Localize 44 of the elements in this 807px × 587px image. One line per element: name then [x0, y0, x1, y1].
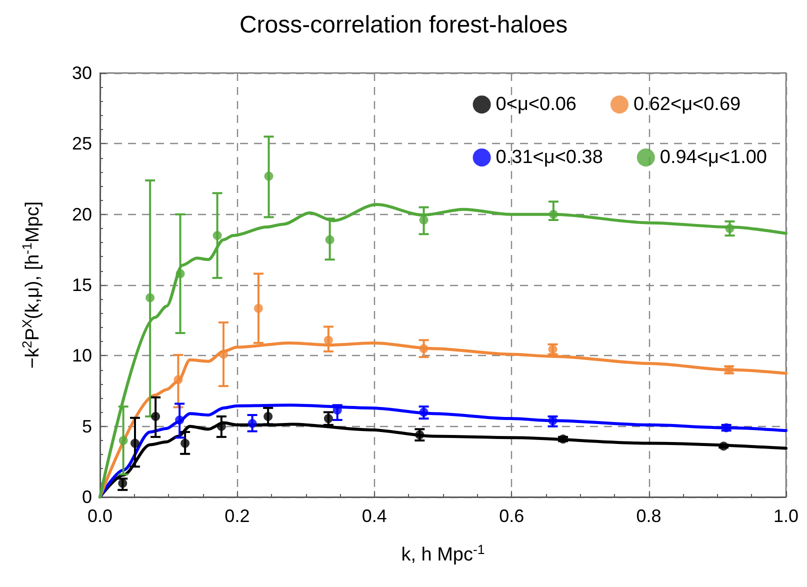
legend-label: 0.94<μ<1.00	[660, 147, 768, 168]
x-tick-label: 0.8	[636, 506, 662, 526]
point	[324, 336, 333, 345]
point	[151, 412, 160, 421]
point	[725, 224, 734, 233]
point	[118, 436, 128, 445]
legend-label: 0<μ<0.06	[496, 94, 576, 115]
point	[419, 344, 428, 354]
point	[248, 419, 257, 428]
y-tick-label: 10	[72, 346, 92, 366]
point	[264, 172, 274, 181]
point	[719, 442, 728, 451]
chart-title: Cross-correlation forest-haloes	[239, 12, 568, 38]
point	[218, 350, 228, 359]
x-tick-label: 0.0	[87, 506, 113, 526]
point	[325, 235, 334, 244]
point	[254, 304, 263, 313]
y-tick-label: 5	[82, 416, 92, 436]
point	[548, 210, 558, 219]
point	[419, 408, 428, 417]
point	[216, 422, 226, 431]
point	[264, 412, 273, 421]
point	[419, 215, 428, 224]
x-tick-label: 0.2	[224, 506, 250, 526]
legend-label: 0.62<μ<0.69	[633, 94, 741, 115]
y-tick-label: 20	[72, 204, 92, 224]
point	[324, 414, 333, 424]
y-tick-label: 30	[72, 63, 92, 83]
point	[146, 293, 155, 302]
legend-label: 0.31<μ<0.38	[496, 147, 603, 168]
point	[118, 478, 128, 488]
point	[175, 415, 184, 424]
y-tick-label: 15	[72, 275, 92, 295]
x-tick-label: 0.6	[499, 506, 524, 526]
point	[212, 231, 222, 240]
point	[180, 438, 190, 448]
y-tick-label: 0	[82, 487, 92, 507]
point	[174, 375, 183, 384]
point	[130, 438, 140, 448]
y-axis-title: −k2PX(k,μ), [h-1Mpc]	[20, 201, 44, 369]
point	[176, 269, 185, 278]
x-tick-label: 1.0	[773, 506, 799, 526]
x-tick-label: 0.4	[362, 506, 387, 526]
y-tick-label: 25	[72, 134, 92, 154]
